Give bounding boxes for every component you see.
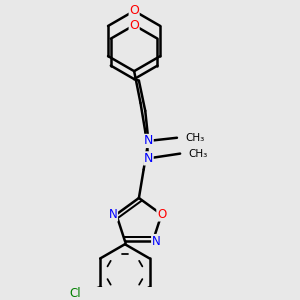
Text: N: N	[152, 235, 161, 248]
Text: N: N	[144, 134, 153, 147]
Text: O: O	[129, 4, 139, 17]
Text: O: O	[129, 19, 139, 32]
Text: Cl: Cl	[70, 287, 81, 300]
Text: N: N	[144, 152, 153, 165]
Text: N: N	[109, 208, 118, 221]
Text: CH₃: CH₃	[185, 133, 204, 143]
Text: O: O	[157, 208, 166, 221]
Text: CH₃: CH₃	[188, 148, 207, 159]
